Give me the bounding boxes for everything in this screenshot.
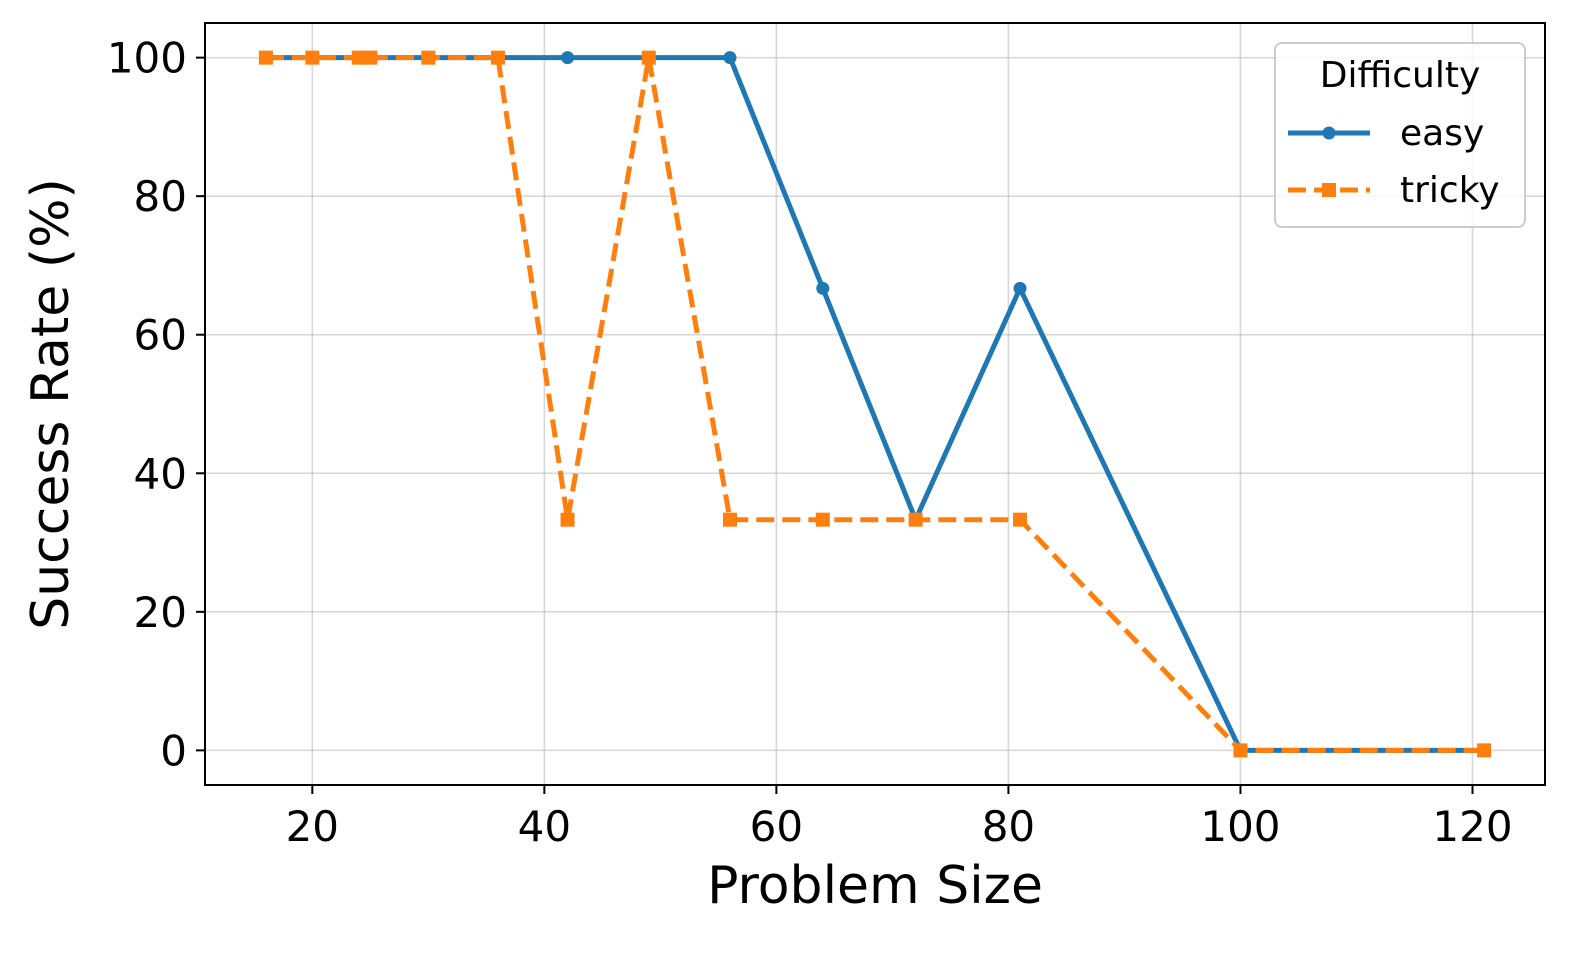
data-point-tricky [351, 50, 366, 65]
x-tick-label: 20 [286, 802, 339, 851]
data-point-easy [561, 51, 575, 65]
legend-label-easy: easy [1400, 113, 1484, 154]
x-tick-label: 40 [518, 802, 571, 851]
legend-marker-easy [1322, 126, 1336, 140]
y-tick-label: 20 [134, 588, 187, 637]
y-tick-label: 60 [134, 311, 187, 360]
data-point-easy [723, 51, 737, 65]
legend-box [1274, 42, 1526, 228]
data-point-tricky [722, 512, 737, 527]
legend-title: Difficulty [1320, 55, 1481, 96]
y-tick-label: 80 [134, 172, 187, 221]
legend-items: easy tricky [1288, 113, 1500, 211]
data-point-easy [816, 281, 830, 295]
data-point-tricky [305, 50, 320, 65]
series-tricky [258, 50, 1492, 758]
x-tick-label: 120 [1432, 802, 1512, 851]
data-point-tricky [1013, 512, 1028, 527]
x-tick-label: 60 [750, 802, 803, 851]
series-layer [258, 50, 1492, 758]
data-point-tricky [258, 50, 273, 65]
y-tick-label: 0 [160, 726, 187, 775]
x-tick-label: 100 [1200, 802, 1280, 851]
y-tick-label: 40 [134, 449, 187, 498]
plot-area-frame [204, 22, 1546, 786]
data-point-tricky [1233, 743, 1248, 758]
data-point-tricky [560, 512, 575, 527]
data-point-tricky [1477, 743, 1492, 758]
y-tick-label: 100 [107, 34, 187, 83]
data-point-easy [1013, 281, 1027, 295]
data-point-tricky [641, 50, 656, 65]
x-tick-label: 80 [982, 802, 1035, 851]
legend-marker-tricky [1322, 183, 1336, 197]
legend: Difficulty easy tricky [1274, 42, 1526, 228]
data-point-tricky [908, 512, 923, 527]
legend-label-tricky: tricky [1400, 170, 1500, 211]
data-point-tricky [421, 50, 436, 65]
data-point-tricky [363, 50, 378, 65]
axis-ticks: 20 40 60 80 100 120 0 20 40 60 80 100 [107, 34, 1513, 851]
data-point-tricky [815, 512, 830, 527]
x-axis-label: Problem Size [707, 856, 1043, 916]
y-axis-label: Success Rate (%) [21, 178, 81, 630]
data-point-tricky [490, 50, 505, 65]
